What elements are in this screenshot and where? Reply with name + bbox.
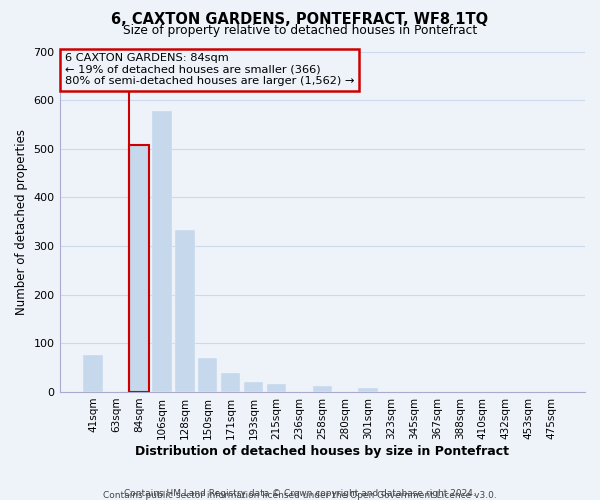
Text: Size of property relative to detached houses in Pontefract: Size of property relative to detached ho… — [123, 24, 477, 37]
Bar — [175, 230, 194, 392]
Y-axis label: Number of detached properties: Number of detached properties — [15, 128, 28, 314]
Bar — [152, 112, 172, 392]
Bar — [221, 372, 241, 392]
Bar — [358, 388, 378, 392]
Text: Contains public sector information licensed under the Open Government Licence v3: Contains public sector information licen… — [103, 491, 497, 500]
Text: 6 CAXTON GARDENS: 84sqm
← 19% of detached houses are smaller (366)
80% of semi-d: 6 CAXTON GARDENS: 84sqm ← 19% of detache… — [65, 53, 354, 86]
Text: Contains HM Land Registry data © Crown copyright and database right 2024.: Contains HM Land Registry data © Crown c… — [124, 488, 476, 498]
Bar — [313, 386, 332, 392]
Bar — [244, 382, 263, 392]
Bar — [198, 358, 217, 392]
Bar — [267, 384, 286, 392]
Bar — [129, 146, 149, 392]
X-axis label: Distribution of detached houses by size in Pontefract: Distribution of detached houses by size … — [135, 444, 509, 458]
Bar — [83, 356, 103, 392]
Text: 6, CAXTON GARDENS, PONTEFRACT, WF8 1TQ: 6, CAXTON GARDENS, PONTEFRACT, WF8 1TQ — [112, 12, 488, 28]
